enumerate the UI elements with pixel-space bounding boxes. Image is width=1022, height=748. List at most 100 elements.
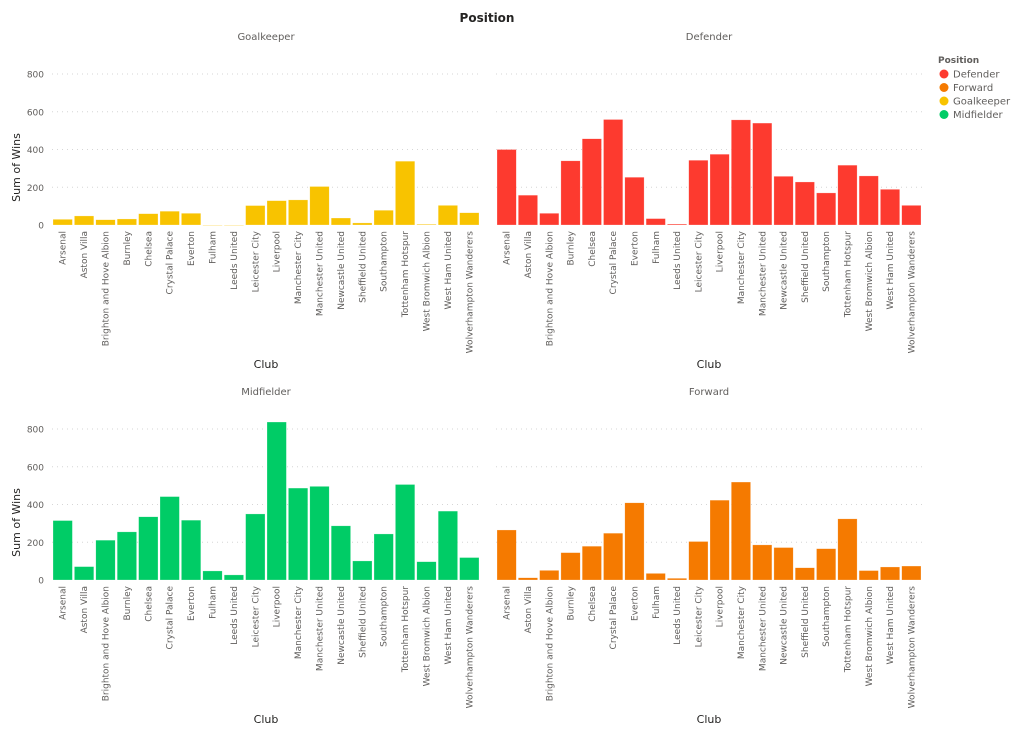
bar	[202, 570, 223, 581]
y-axis-title: Sum of Wins	[10, 133, 23, 202]
x-tick-label: Chelsea	[588, 586, 598, 622]
bar	[709, 499, 730, 581]
x-tick-label: West Bromwich Albion	[423, 231, 433, 331]
x-tick-label: Chelsea	[144, 231, 154, 267]
x-tick-label: Manchester City	[737, 585, 747, 659]
x-tick-label: West Ham United	[886, 586, 896, 664]
bar	[816, 548, 837, 581]
x-tick-label: Arsenal	[59, 231, 69, 265]
legend: Position Defender Forward Goalkeeper Midfie…	[938, 56, 1011, 121]
legend-label: Midfielder	[953, 110, 1003, 121]
bar	[518, 194, 538, 226]
bar	[731, 481, 751, 581]
legend-title: Position	[938, 56, 979, 66]
x-tick-label: Everton	[187, 231, 197, 266]
x-tick-label: Southampton	[380, 586, 390, 647]
x-tick-label: Burnley	[567, 585, 577, 620]
legend-marker	[939, 83, 949, 92]
bar	[858, 175, 879, 226]
bar	[459, 557, 480, 581]
bar	[688, 160, 709, 226]
x-tick-label: Newcastle United	[337, 586, 347, 665]
x-tick-label: West Ham United	[444, 231, 454, 309]
bar	[645, 573, 666, 581]
panel-title: Forward	[689, 387, 729, 398]
bar	[624, 176, 645, 226]
x-tick-label: Sheffield United	[358, 231, 368, 303]
x-tick-label: Liverpool	[273, 231, 283, 272]
x-tick-label: Everton	[630, 586, 640, 621]
bar	[52, 219, 73, 226]
x-tick-label: Crystal Palace	[166, 231, 176, 295]
x-tick-label: Aston Villa	[80, 231, 90, 278]
bar	[95, 219, 116, 226]
x-tick-label: Chelsea	[588, 231, 598, 267]
y-tick-label: 600	[27, 463, 44, 473]
bar	[709, 153, 730, 226]
bar	[395, 484, 416, 581]
bar	[202, 224, 223, 226]
bar	[159, 496, 180, 581]
x-tick-label: Crystal Palace	[166, 586, 176, 650]
bar	[138, 213, 159, 226]
x-tick-label: Manchester City	[737, 230, 747, 304]
x-tick-label: Wolverhampton Wanderers	[465, 586, 475, 709]
bar	[880, 189, 900, 226]
bar	[181, 519, 202, 581]
x-tick-label: Leicester City	[251, 230, 261, 292]
bar	[496, 149, 517, 226]
bar	[373, 210, 394, 226]
bar	[794, 567, 815, 581]
bar	[288, 487, 309, 581]
bar	[116, 531, 137, 581]
x-tick-label: Sheffield United	[358, 586, 368, 658]
x-tick-label: West Bromwich Albion	[865, 231, 875, 331]
bar	[688, 541, 709, 581]
panel-defender: Defender Arsenal Aston Villa Brighton and H…	[496, 32, 922, 371]
x-tick-label: Sheffield United	[801, 586, 811, 658]
bar	[330, 525, 351, 581]
bar	[560, 552, 581, 581]
x-tick-label: Leeds United	[673, 231, 683, 290]
x-tick-label: Southampton	[822, 586, 832, 647]
bar	[667, 578, 687, 581]
panel-title: Goalkeeper	[237, 32, 295, 43]
bar	[858, 570, 879, 581]
x-tick-label: Chelsea	[144, 586, 154, 622]
x-tick-label: Tottenham Hotspur	[401, 231, 411, 319]
bar	[309, 486, 330, 581]
bar	[624, 502, 645, 581]
bar	[95, 539, 116, 581]
x-tick-label: Leicester City	[251, 585, 261, 647]
bar	[518, 577, 538, 581]
x-tick-label: Crystal Palace	[609, 586, 619, 650]
bar	[581, 545, 602, 581]
x-tick-label: Leeds United	[230, 586, 240, 645]
y-tick-label: 600	[27, 108, 44, 118]
bar	[181, 213, 202, 226]
bar	[266, 200, 287, 226]
x-tick-label: Manchester City	[294, 585, 304, 659]
x-tick-label: Newcastle United	[337, 231, 347, 310]
bar	[416, 561, 437, 581]
x-axis-title: Club	[697, 358, 722, 371]
bar	[539, 213, 560, 226]
bar	[603, 119, 624, 226]
bar	[773, 547, 794, 581]
x-tick-label: Arsenal	[59, 586, 69, 620]
x-tick-label: Brighton and Hove Albion	[102, 586, 112, 701]
x-tick-label: Burnley	[567, 230, 577, 265]
bar	[245, 513, 266, 581]
x-tick-label: Liverpool	[273, 586, 283, 627]
bar	[603, 532, 624, 581]
bar	[816, 192, 837, 226]
bar	[352, 222, 373, 226]
x-tick-label: Tottenham Hotspur	[401, 586, 411, 674]
x-axis-title: Club	[697, 713, 722, 726]
bar	[352, 560, 373, 581]
bar	[437, 510, 458, 581]
x-tick-label: Southampton	[380, 231, 390, 292]
bar	[880, 566, 900, 581]
x-tick-label: Brighton and Hove Albion	[102, 231, 112, 346]
